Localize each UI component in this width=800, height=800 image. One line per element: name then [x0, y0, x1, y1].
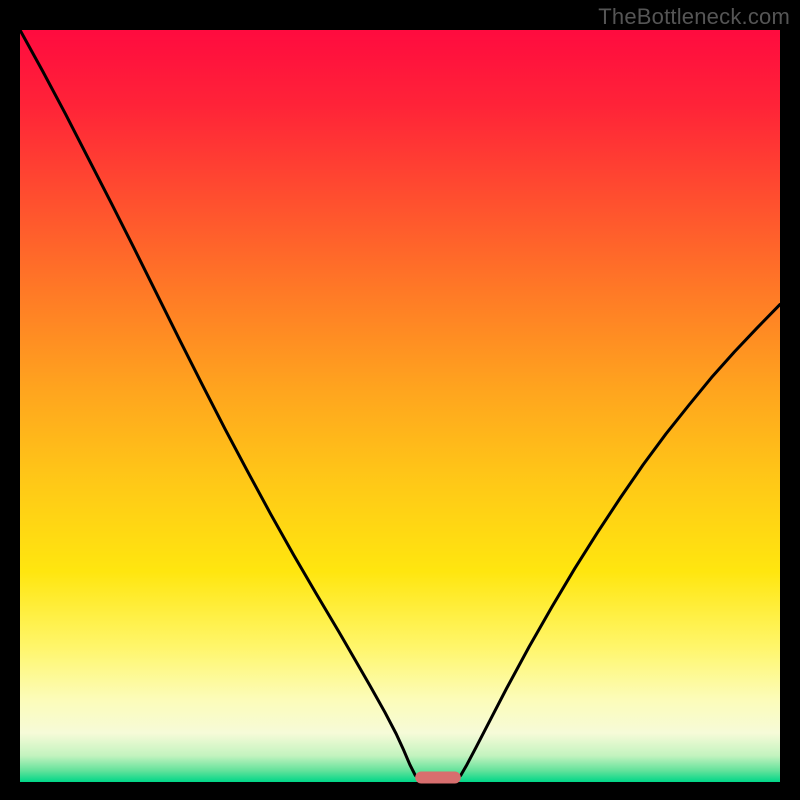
watermark-text: TheBottleneck.com [598, 4, 790, 30]
bottleneck-chart [0, 0, 800, 800]
chart-container: TheBottleneck.com [0, 0, 800, 800]
chart-background [20, 30, 780, 782]
optimum-marker [415, 771, 461, 783]
